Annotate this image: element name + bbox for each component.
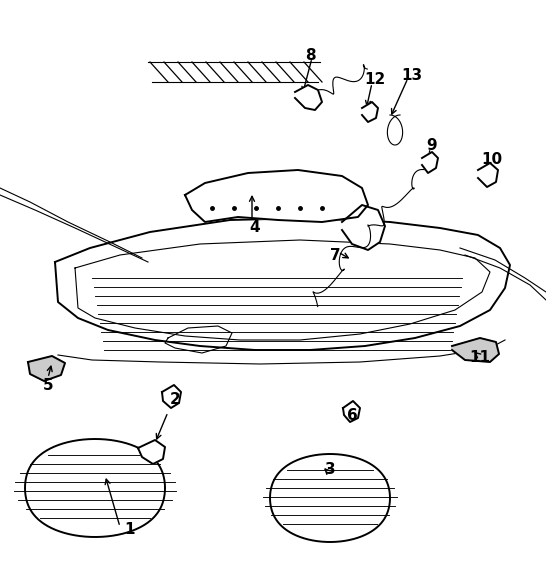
Polygon shape bbox=[343, 401, 360, 422]
Polygon shape bbox=[25, 439, 165, 537]
Polygon shape bbox=[362, 102, 378, 122]
Text: 3: 3 bbox=[325, 463, 335, 478]
Text: 7: 7 bbox=[330, 248, 340, 263]
Polygon shape bbox=[478, 163, 498, 187]
Polygon shape bbox=[270, 454, 390, 542]
Text: 5: 5 bbox=[43, 378, 54, 392]
Text: 4: 4 bbox=[250, 220, 260, 236]
Text: 1: 1 bbox=[124, 522, 135, 538]
Text: 10: 10 bbox=[482, 153, 502, 168]
Polygon shape bbox=[185, 170, 368, 222]
Polygon shape bbox=[422, 152, 438, 173]
Polygon shape bbox=[162, 385, 181, 408]
Text: 9: 9 bbox=[426, 137, 437, 153]
Text: 11: 11 bbox=[470, 351, 490, 366]
Text: 6: 6 bbox=[347, 407, 358, 423]
Polygon shape bbox=[295, 85, 322, 110]
Text: 12: 12 bbox=[364, 73, 385, 88]
Polygon shape bbox=[452, 338, 499, 362]
Text: 2: 2 bbox=[170, 392, 180, 407]
Text: 13: 13 bbox=[401, 67, 423, 82]
Polygon shape bbox=[138, 440, 165, 464]
Polygon shape bbox=[342, 205, 385, 250]
Text: 8: 8 bbox=[305, 47, 315, 62]
Polygon shape bbox=[28, 356, 65, 381]
